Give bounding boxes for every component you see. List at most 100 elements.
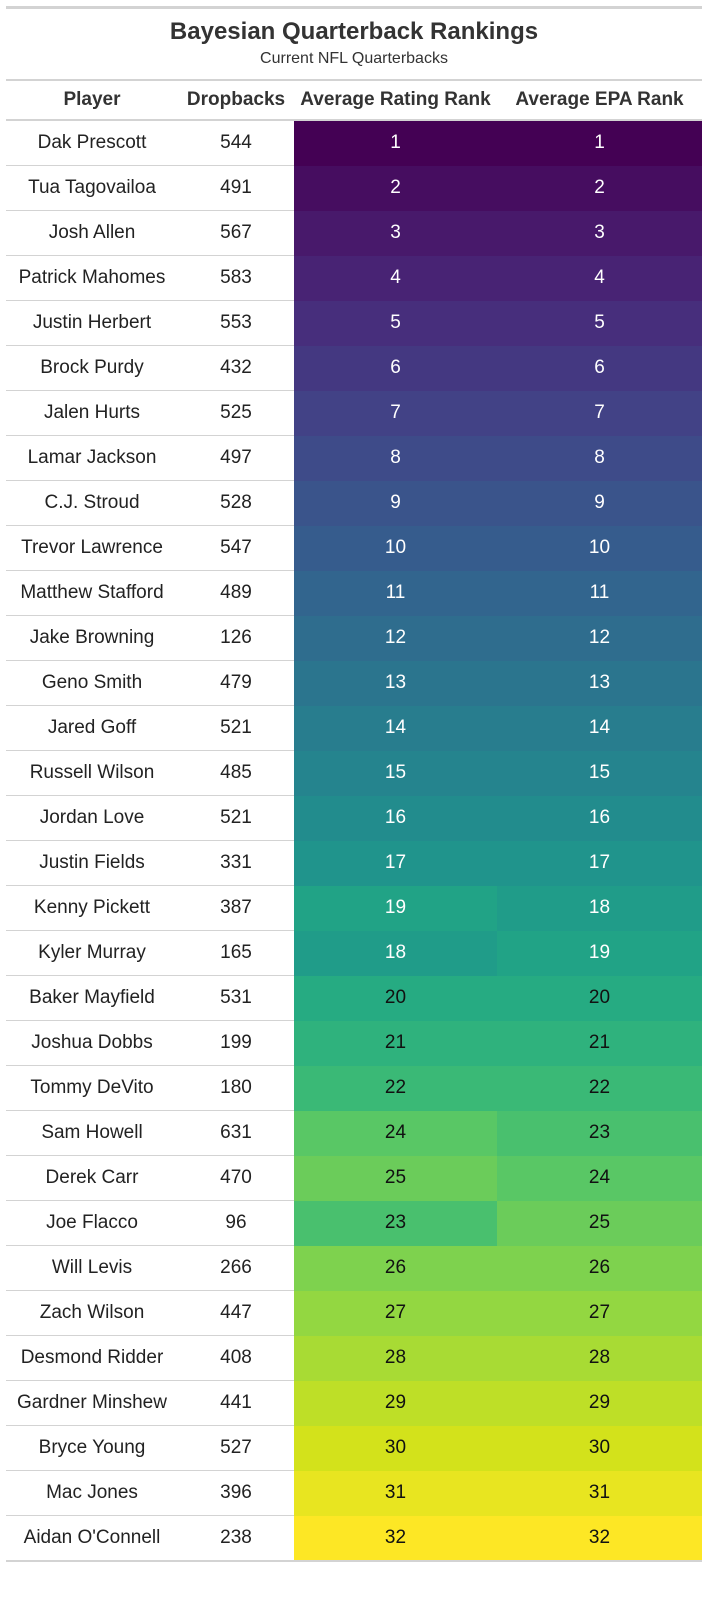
rating-rank-cell: 25 [294, 1155, 497, 1201]
player-name-cell: Brock Purdy [6, 345, 178, 391]
epa-rank-cell: 9 [497, 480, 702, 526]
chart-title: Bayesian Quarterback Rankings [169, 18, 539, 45]
rating-rank-cell: 16 [294, 795, 497, 841]
rating-rank-cell: 1 [294, 120, 497, 166]
player-name-cell: Will Levis [6, 1245, 178, 1291]
dropbacks-cell: 528 [178, 480, 294, 526]
epa-rank-cell: 19 [497, 930, 702, 976]
player-name-cell: Mac Jones [6, 1470, 178, 1516]
table-row: Justin Herbert 553 5 5 [6, 300, 702, 346]
player-name-cell: Josh Allen [6, 210, 178, 256]
table-row: Sam Howell 631 24 23 [6, 1110, 702, 1156]
player-name-cell: Kyler Murray [6, 930, 178, 976]
dropbacks-cell: 497 [178, 435, 294, 481]
player-name-cell: Jared Goff [6, 705, 178, 751]
player-name-cell: Sam Howell [6, 1110, 178, 1156]
dropbacks-cell: 396 [178, 1470, 294, 1516]
dropbacks-cell: 408 [178, 1335, 294, 1381]
epa-rank-cell: 15 [497, 750, 702, 796]
player-name-cell: Geno Smith [6, 660, 178, 706]
player-name-cell: Desmond Ridder [6, 1335, 178, 1381]
rating-rank-cell: 31 [294, 1470, 497, 1516]
dropbacks-cell: 531 [178, 975, 294, 1021]
dropbacks-cell: 238 [178, 1515, 294, 1562]
table-row: Russell Wilson 485 15 15 [6, 750, 702, 796]
epa-rank-cell: 24 [497, 1155, 702, 1201]
player-name-cell: Justin Herbert [6, 300, 178, 346]
table-header-row: Player Dropbacks Average Rating Rank Ave… [6, 81, 702, 121]
rating-rank-cell: 10 [294, 525, 497, 571]
player-name-cell: Tua Tagovailoa [6, 165, 178, 211]
player-name-cell: Derek Carr [6, 1155, 178, 1201]
rating-rank-cell: 18 [294, 930, 497, 976]
rating-rank-cell: 27 [294, 1290, 497, 1336]
table-row: Bryce Young 527 30 30 [6, 1425, 702, 1471]
epa-rank-cell: 21 [497, 1020, 702, 1066]
dropbacks-cell: 165 [178, 930, 294, 976]
dropbacks-cell: 126 [178, 615, 294, 661]
player-name-cell: Aidan O'Connell [6, 1515, 178, 1562]
rating-rank-cell: 19 [294, 885, 497, 931]
epa-rank-cell: 6 [497, 345, 702, 391]
epa-rank-cell: 5 [497, 300, 702, 346]
epa-rank-cell: 1 [497, 120, 702, 166]
player-name-cell: Zach Wilson [6, 1290, 178, 1336]
epa-rank-cell: 10 [497, 525, 702, 571]
table-row: Patrick Mahomes 583 4 4 [6, 255, 702, 301]
table-row: Tommy DeVito 180 22 22 [6, 1065, 702, 1111]
rankings-table: Player Dropbacks Average Rating Rank Ave… [6, 81, 702, 1562]
column-header-player: Player [6, 81, 178, 121]
rating-rank-cell: 28 [294, 1335, 497, 1381]
player-name-cell: Dak Prescott [6, 120, 178, 166]
player-name-cell: Baker Mayfield [6, 975, 178, 1021]
dropbacks-cell: 180 [178, 1065, 294, 1111]
table-row: Baker Mayfield 531 20 20 [6, 975, 702, 1021]
table-body: Dak Prescott 544 1 1 Tua Tagovailoa 491 2 2 Josh… [6, 120, 702, 1562]
rating-rank-cell: 23 [294, 1200, 497, 1246]
dropbacks-cell: 525 [178, 390, 294, 436]
player-name-cell: C.J. Stroud [6, 480, 178, 526]
rating-rank-cell: 5 [294, 300, 497, 346]
rating-rank-cell: 32 [294, 1515, 497, 1562]
rating-rank-cell: 15 [294, 750, 497, 796]
rating-rank-cell: 17 [294, 840, 497, 886]
player-name-cell: Bryce Young [6, 1425, 178, 1471]
rating-rank-cell: 2 [294, 165, 497, 211]
column-header-epa-rank: Average EPA Rank [497, 81, 702, 121]
epa-rank-cell: 2 [497, 165, 702, 211]
rating-rank-cell: 6 [294, 345, 497, 391]
table-row: Aidan O'Connell 238 32 32 [6, 1515, 702, 1562]
epa-rank-cell: 13 [497, 660, 702, 706]
player-name-cell: Jalen Hurts [6, 390, 178, 436]
column-header-rating-rank: Average Rating Rank [294, 81, 497, 121]
epa-rank-cell: 22 [497, 1065, 702, 1111]
epa-rank-cell: 29 [497, 1380, 702, 1426]
table-row: Dak Prescott 544 1 1 [6, 120, 702, 166]
player-name-cell: Joshua Dobbs [6, 1020, 178, 1066]
table-row: Derek Carr 470 25 24 [6, 1155, 702, 1201]
dropbacks-cell: 491 [178, 165, 294, 211]
player-name-cell: Jake Browning [6, 615, 178, 661]
rating-rank-cell: 26 [294, 1245, 497, 1291]
table-row: Zach Wilson 447 27 27 [6, 1290, 702, 1336]
epa-rank-cell: 4 [497, 255, 702, 301]
epa-rank-cell: 20 [497, 975, 702, 1021]
dropbacks-cell: 479 [178, 660, 294, 706]
rating-rank-cell: 14 [294, 705, 497, 751]
table-row: Joshua Dobbs 199 21 21 [6, 1020, 702, 1066]
dropbacks-cell: 583 [178, 255, 294, 301]
player-name-cell: Jordan Love [6, 795, 178, 841]
epa-rank-cell: 30 [497, 1425, 702, 1471]
dropbacks-cell: 199 [178, 1020, 294, 1066]
table-row: Trevor Lawrence 547 10 10 [6, 525, 702, 571]
table-row: Josh Allen 567 3 3 [6, 210, 702, 256]
dropbacks-cell: 547 [178, 525, 294, 571]
dropbacks-cell: 567 [178, 210, 294, 256]
epa-rank-cell: 8 [497, 435, 702, 481]
epa-rank-cell: 28 [497, 1335, 702, 1381]
table-row: Mac Jones 396 31 31 [6, 1470, 702, 1516]
dropbacks-cell: 447 [178, 1290, 294, 1336]
table-row: Jalen Hurts 525 7 7 [6, 390, 702, 436]
dropbacks-cell: 485 [178, 750, 294, 796]
rating-rank-cell: 29 [294, 1380, 497, 1426]
